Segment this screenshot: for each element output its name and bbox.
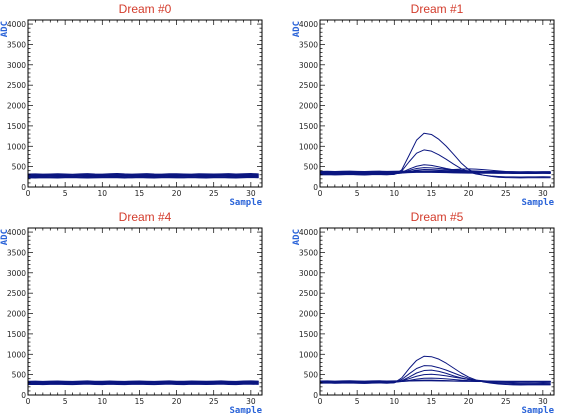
y-tick-label: 1500 xyxy=(7,330,26,339)
y-tick-label: 3500 xyxy=(7,248,26,257)
x-tick-label: 5 xyxy=(355,189,360,198)
x-tick-label: 0 xyxy=(26,189,31,198)
series-line-5 xyxy=(27,173,259,176)
panel-0: Dream #0 0 5 10 15 20 25 30 0 500 1000 1500 2000 2500… xyxy=(0,2,263,208)
series-line-7 xyxy=(319,171,551,174)
x-tick-label: 15 xyxy=(427,397,437,406)
y-tick-label: 2000 xyxy=(7,310,26,319)
y-tick-label: 1500 xyxy=(299,330,318,339)
series-line-1 xyxy=(27,383,259,385)
y-axis-label: ADC xyxy=(292,229,302,245)
y-tick-label: 2500 xyxy=(7,81,26,90)
y-tick-label: 4000 xyxy=(7,228,26,237)
x-tick-label: 10 xyxy=(390,397,400,406)
y-axis-label: ADC xyxy=(0,229,10,245)
y-tick-label: 4000 xyxy=(7,20,26,29)
y-tick-label: 3500 xyxy=(7,40,26,49)
y-tick-label: 3500 xyxy=(299,248,318,257)
chart-title: Dream #0 xyxy=(119,2,172,16)
x-tick-label: 0 xyxy=(318,189,323,198)
chart-title: Dream #5 xyxy=(411,210,464,224)
y-tick-label: 3000 xyxy=(299,61,318,70)
y-tick-label: 2500 xyxy=(299,81,318,90)
x-tick-label: 20 xyxy=(464,397,474,406)
y-tick-label: 3000 xyxy=(299,269,318,278)
y-tick-label: 500 xyxy=(304,371,319,380)
y-tick-label: 2000 xyxy=(299,102,318,111)
series-line-4 xyxy=(27,174,259,176)
x-tick-label: 10 xyxy=(98,397,108,406)
x-tick-label: 5 xyxy=(63,189,68,198)
x-tick-label: 10 xyxy=(390,189,400,198)
panel-3: Dream #5 0 5 10 15 20 25 30 0 500 1000 1500 2000 2500… xyxy=(292,210,555,414)
plot-frame xyxy=(319,19,555,188)
x-tick-label: 25 xyxy=(501,189,511,198)
x-axis-label: Sample xyxy=(521,406,554,414)
y-tick-label: 0 xyxy=(313,183,318,192)
series-line-6 xyxy=(27,380,259,382)
y-tick-label: 1000 xyxy=(7,142,26,151)
x-tick-label: 25 xyxy=(501,397,511,406)
series-line-3 xyxy=(27,381,259,384)
y-axis-label: ADC xyxy=(292,21,302,37)
y-tick-label: 4000 xyxy=(299,20,318,29)
y-tick-label: 500 xyxy=(12,163,27,172)
y-tick-label: 1000 xyxy=(299,142,318,151)
x-tick-label: 0 xyxy=(318,397,323,406)
x-tick-label: 15 xyxy=(135,397,145,406)
y-tick-label: 4000 xyxy=(299,228,318,237)
y-tick-label: 1500 xyxy=(299,122,318,131)
y-tick-label: 3500 xyxy=(299,40,318,49)
x-tick-label: 5 xyxy=(63,397,68,406)
x-tick-label: 10 xyxy=(98,189,108,198)
series-line-9 xyxy=(319,170,551,173)
plot-frame xyxy=(27,19,263,188)
x-tick-label: 15 xyxy=(427,189,437,198)
y-tick-label: 1000 xyxy=(299,350,318,359)
y-tick-label: 2000 xyxy=(7,102,26,111)
series-line-6 xyxy=(27,172,259,175)
x-tick-label: 30 xyxy=(538,189,548,198)
x-axis-label: Sample xyxy=(229,198,262,208)
x-tick-label: 15 xyxy=(135,189,145,198)
x-tick-label: 5 xyxy=(355,397,360,406)
chart-title: Dream #1 xyxy=(411,2,464,16)
x-tick-label: 0 xyxy=(26,397,31,406)
y-tick-label: 500 xyxy=(12,371,27,380)
x-tick-label: 20 xyxy=(464,189,474,198)
series-line-7 xyxy=(319,380,551,382)
y-tick-label: 2500 xyxy=(299,289,318,298)
y-tick-label: 0 xyxy=(313,391,318,400)
x-tick-label: 25 xyxy=(209,189,219,198)
y-axis-label: ADC xyxy=(0,21,10,37)
y-tick-label: 1500 xyxy=(7,122,26,131)
y-tick-label: 0 xyxy=(21,391,26,400)
y-tick-label: 3000 xyxy=(7,61,26,70)
panel-2: Dream #4 0 5 10 15 20 25 30 0 500 1000 1500 2000 2500… xyxy=(0,210,263,414)
y-tick-label: 2500 xyxy=(7,289,26,298)
series-line-3 xyxy=(27,174,259,177)
x-tick-label: 30 xyxy=(538,397,548,406)
x-tick-label: 20 xyxy=(172,397,182,406)
y-tick-label: 500 xyxy=(304,163,319,172)
chart-title: Dream #4 xyxy=(119,210,172,224)
series-line-1 xyxy=(27,176,259,178)
series-line-2 xyxy=(27,175,259,178)
plot-frame xyxy=(319,227,555,396)
y-tick-label: 0 xyxy=(21,183,26,192)
x-tick-label: 30 xyxy=(246,397,256,406)
y-tick-label: 2000 xyxy=(299,310,318,319)
x-tick-label: 30 xyxy=(246,189,256,198)
plot-frame xyxy=(27,227,263,396)
x-tick-label: 25 xyxy=(209,397,219,406)
y-tick-label: 1000 xyxy=(7,350,26,359)
y-tick-label: 3000 xyxy=(7,269,26,278)
x-axis-label: Sample xyxy=(521,198,554,208)
series-line-4 xyxy=(27,381,259,383)
x-tick-label: 20 xyxy=(172,189,182,198)
x-axis-label: Sample xyxy=(229,406,262,414)
panel-1: Dream #1 0 5 10 15 20 25 30 0 500 1000 1500 2000 2500… xyxy=(292,2,555,208)
